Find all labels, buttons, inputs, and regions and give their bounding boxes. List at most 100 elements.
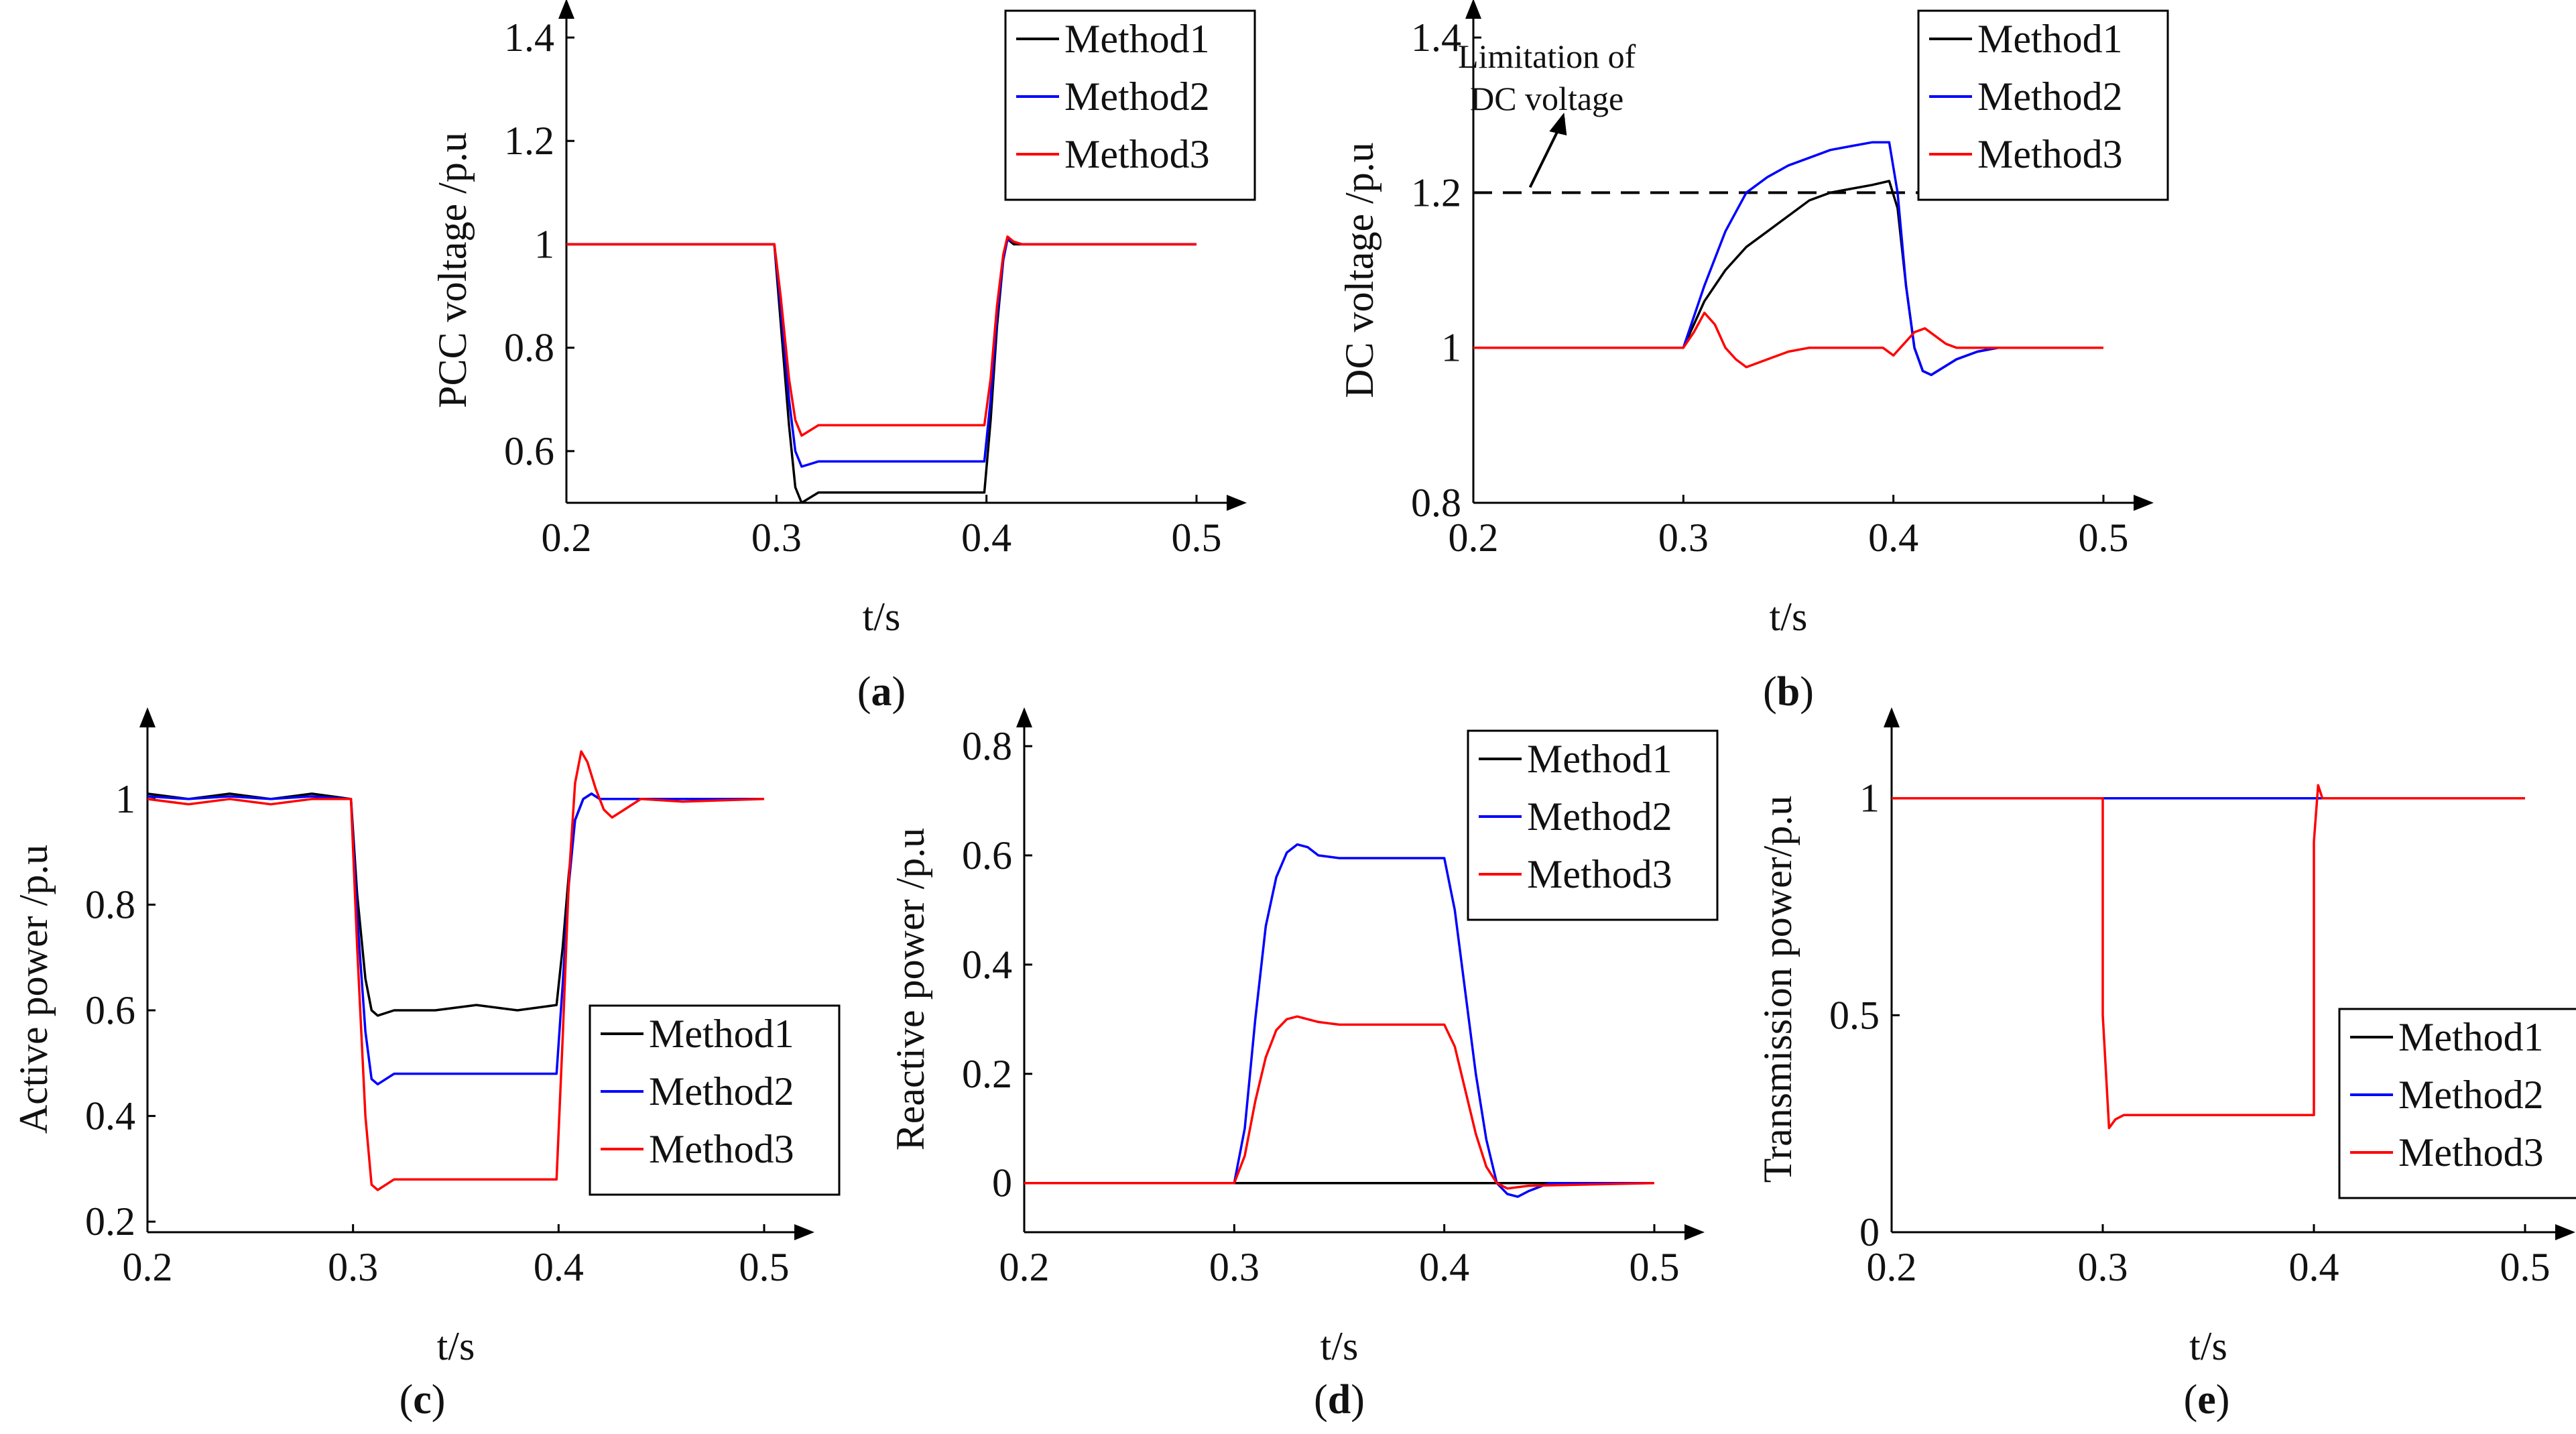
panel-d-caption: (d): [1314, 1377, 1365, 1423]
x-tick-label: 0.4: [961, 516, 1011, 560]
series-line-method3: [1024, 1015, 1654, 1190]
legend-e: [2338, 1008, 2576, 1199]
panel-b-caption: (b): [1763, 669, 1814, 715]
y-tick-label: 0.5: [1829, 993, 1880, 1037]
panel-c: 0.2 0.3 0.4 0.5 0.2 0.4 0.6 0.8 1 t/s Active power…: [11, 707, 841, 1368]
y-axis-arrow-d: [1016, 707, 1032, 727]
legend-label-method1: Method1: [2398, 1015, 2544, 1059]
series-line-method1: [147, 792, 764, 1017]
x-tick-label: 0.2: [999, 1245, 1050, 1289]
y-axis-label-b: DC voltage /p.u: [1337, 142, 1382, 398]
limit-annotation-arrowhead: [1549, 113, 1567, 135]
legend-d: [1467, 729, 1719, 921]
series-line-method3: [1473, 311, 2103, 369]
x-tick-label: 0.2: [123, 1245, 173, 1289]
panel-a-caption: (a): [857, 669, 906, 715]
x-tick-label: 0.3: [1658, 516, 1709, 560]
limit-annotation-line2: DC voltage: [1470, 80, 1623, 117]
series-line-method1: [1473, 180, 2103, 376]
x-axis-arrow-d: [1684, 1224, 1705, 1240]
series-line-method3: [566, 235, 1197, 437]
legend-label-method3: Method3: [1527, 852, 1672, 896]
panel-a: 0.2 0.3 0.4 0.5 0.6 0.8 1 1.2 1.4 t/s PCC voltage …: [430, 0, 1256, 639]
panel-e: 0.2 0.3 0.4 0.5 0 0.5 1 t/s Transmission power/p…: [1756, 707, 2576, 1368]
y-tick-label: 1.4: [1411, 15, 1461, 60]
x-tick-label: 0.4: [2289, 1245, 2339, 1289]
series-line-method3: [147, 750, 764, 1191]
limit-annotation-line1: Limitation of: [1458, 38, 1636, 75]
y-tick-label: 0.6: [504, 429, 554, 473]
x-tick-label: 0.5: [1172, 516, 1222, 560]
y-axis-arrow-e: [1884, 707, 1900, 727]
y-tick-label: 0.6: [962, 833, 1012, 878]
x-axis-label-e: t/s: [2189, 1324, 2227, 1368]
legend-label-method2: Method2: [649, 1069, 794, 1114]
y-tick-label: 0.2: [85, 1199, 135, 1244]
y-axis-arrow-a: [558, 0, 574, 19]
y-axis-label-c: Active power /p.u: [11, 845, 56, 1134]
y-tick-label: 0: [1859, 1210, 1880, 1254]
legend-label-method1: Method1: [1064, 17, 1210, 61]
x-tick-label: 0.2: [1867, 1245, 1917, 1289]
x-tick-label: 0.5: [1630, 1245, 1680, 1289]
legend-label-method2: Method2: [1527, 794, 1672, 839]
x-tick-label: 0.4: [1868, 516, 1918, 560]
series-line-method3: [1892, 784, 2525, 1130]
legend-label-method2: Method2: [1064, 74, 1210, 119]
y-axis-arrow-b: [1465, 0, 1481, 19]
x-axis-label-b: t/s: [1770, 595, 1808, 639]
y-tick-label: 1: [534, 222, 554, 266]
y-axis-label-e: Transmission power/p.u: [1756, 796, 1800, 1183]
y-tick-label: 0.8: [962, 724, 1012, 768]
legend-b: [1917, 9, 2169, 201]
panel-e-caption: (e): [2184, 1377, 2230, 1423]
legend-label-method1: Method1: [649, 1012, 794, 1056]
series-line-method1: [566, 237, 1197, 503]
x-tick-label: 0.3: [328, 1245, 378, 1289]
x-axis-label-c: t/s: [437, 1324, 475, 1368]
y-tick-label: 1.2: [1411, 170, 1461, 215]
legend-label-method3: Method3: [2398, 1130, 2544, 1175]
x-tick-label: 0.4: [534, 1245, 584, 1289]
legend-label-method1: Method1: [1527, 737, 1672, 781]
y-tick-label: 1: [1859, 776, 1880, 821]
y-tick-label: 0.6: [85, 988, 135, 1032]
x-axis-arrow-a: [1227, 495, 1247, 511]
y-tick-label: 0.4: [962, 943, 1012, 987]
y-tick-label: 1.4: [504, 15, 554, 60]
legend-label-method3: Method3: [1064, 132, 1210, 176]
legend-label-method2: Method2: [1977, 74, 2123, 119]
x-tick-label: 0.5: [739, 1245, 790, 1289]
x-tick-label: 0.5: [2079, 516, 2129, 560]
legend-c: [589, 1004, 841, 1196]
x-tick-label: 0.3: [2078, 1245, 2128, 1289]
x-tick-label: 0.4: [1419, 1245, 1469, 1289]
x-axis-arrow-e: [2555, 1224, 2575, 1240]
y-tick-label: 0.2: [962, 1052, 1012, 1096]
series-line-method2: [1473, 141, 2103, 376]
y-tick-label: 0.8: [85, 882, 135, 927]
y-axis-label-d: Reactive power /p.u: [888, 828, 932, 1151]
series-line-method2: [1024, 843, 1654, 1198]
x-tick-label: 0.3: [1209, 1245, 1260, 1289]
legend-label-method2: Method2: [2398, 1073, 2544, 1117]
x-tick-label: 0.2: [542, 516, 592, 560]
y-tick-label: 0.4: [85, 1094, 135, 1138]
y-tick-label: 0.8: [504, 326, 554, 370]
y-axis-label-a: PCC voltage /p.u: [430, 132, 475, 408]
legend-label-method3: Method3: [649, 1127, 794, 1171]
panel-d: 0.2 0.3 0.4 0.5 0 0.2 0.4 0.6 0.8 t/s Reactive pow…: [888, 707, 1719, 1368]
y-tick-label: 0: [992, 1161, 1012, 1205]
x-tick-label: 0.2: [1449, 516, 1499, 560]
x-axis-label-d: t/s: [1321, 1324, 1359, 1368]
panel-b: 0.2 0.3 0.4 0.5 0.8 1 1.2 1.4 t/s DC voltage /p.u…: [1337, 0, 2169, 639]
x-tick-label: 0.3: [751, 516, 802, 560]
x-tick-label: 0.5: [2500, 1245, 2551, 1289]
legend-label-method1: Method1: [1977, 17, 2123, 61]
y-tick-label: 1: [115, 777, 135, 821]
y-tick-label: 1: [1441, 326, 1461, 370]
x-axis-arrow-b: [2134, 495, 2154, 511]
y-axis-arrow-c: [139, 707, 156, 727]
panel-c-caption: (c): [400, 1377, 446, 1423]
